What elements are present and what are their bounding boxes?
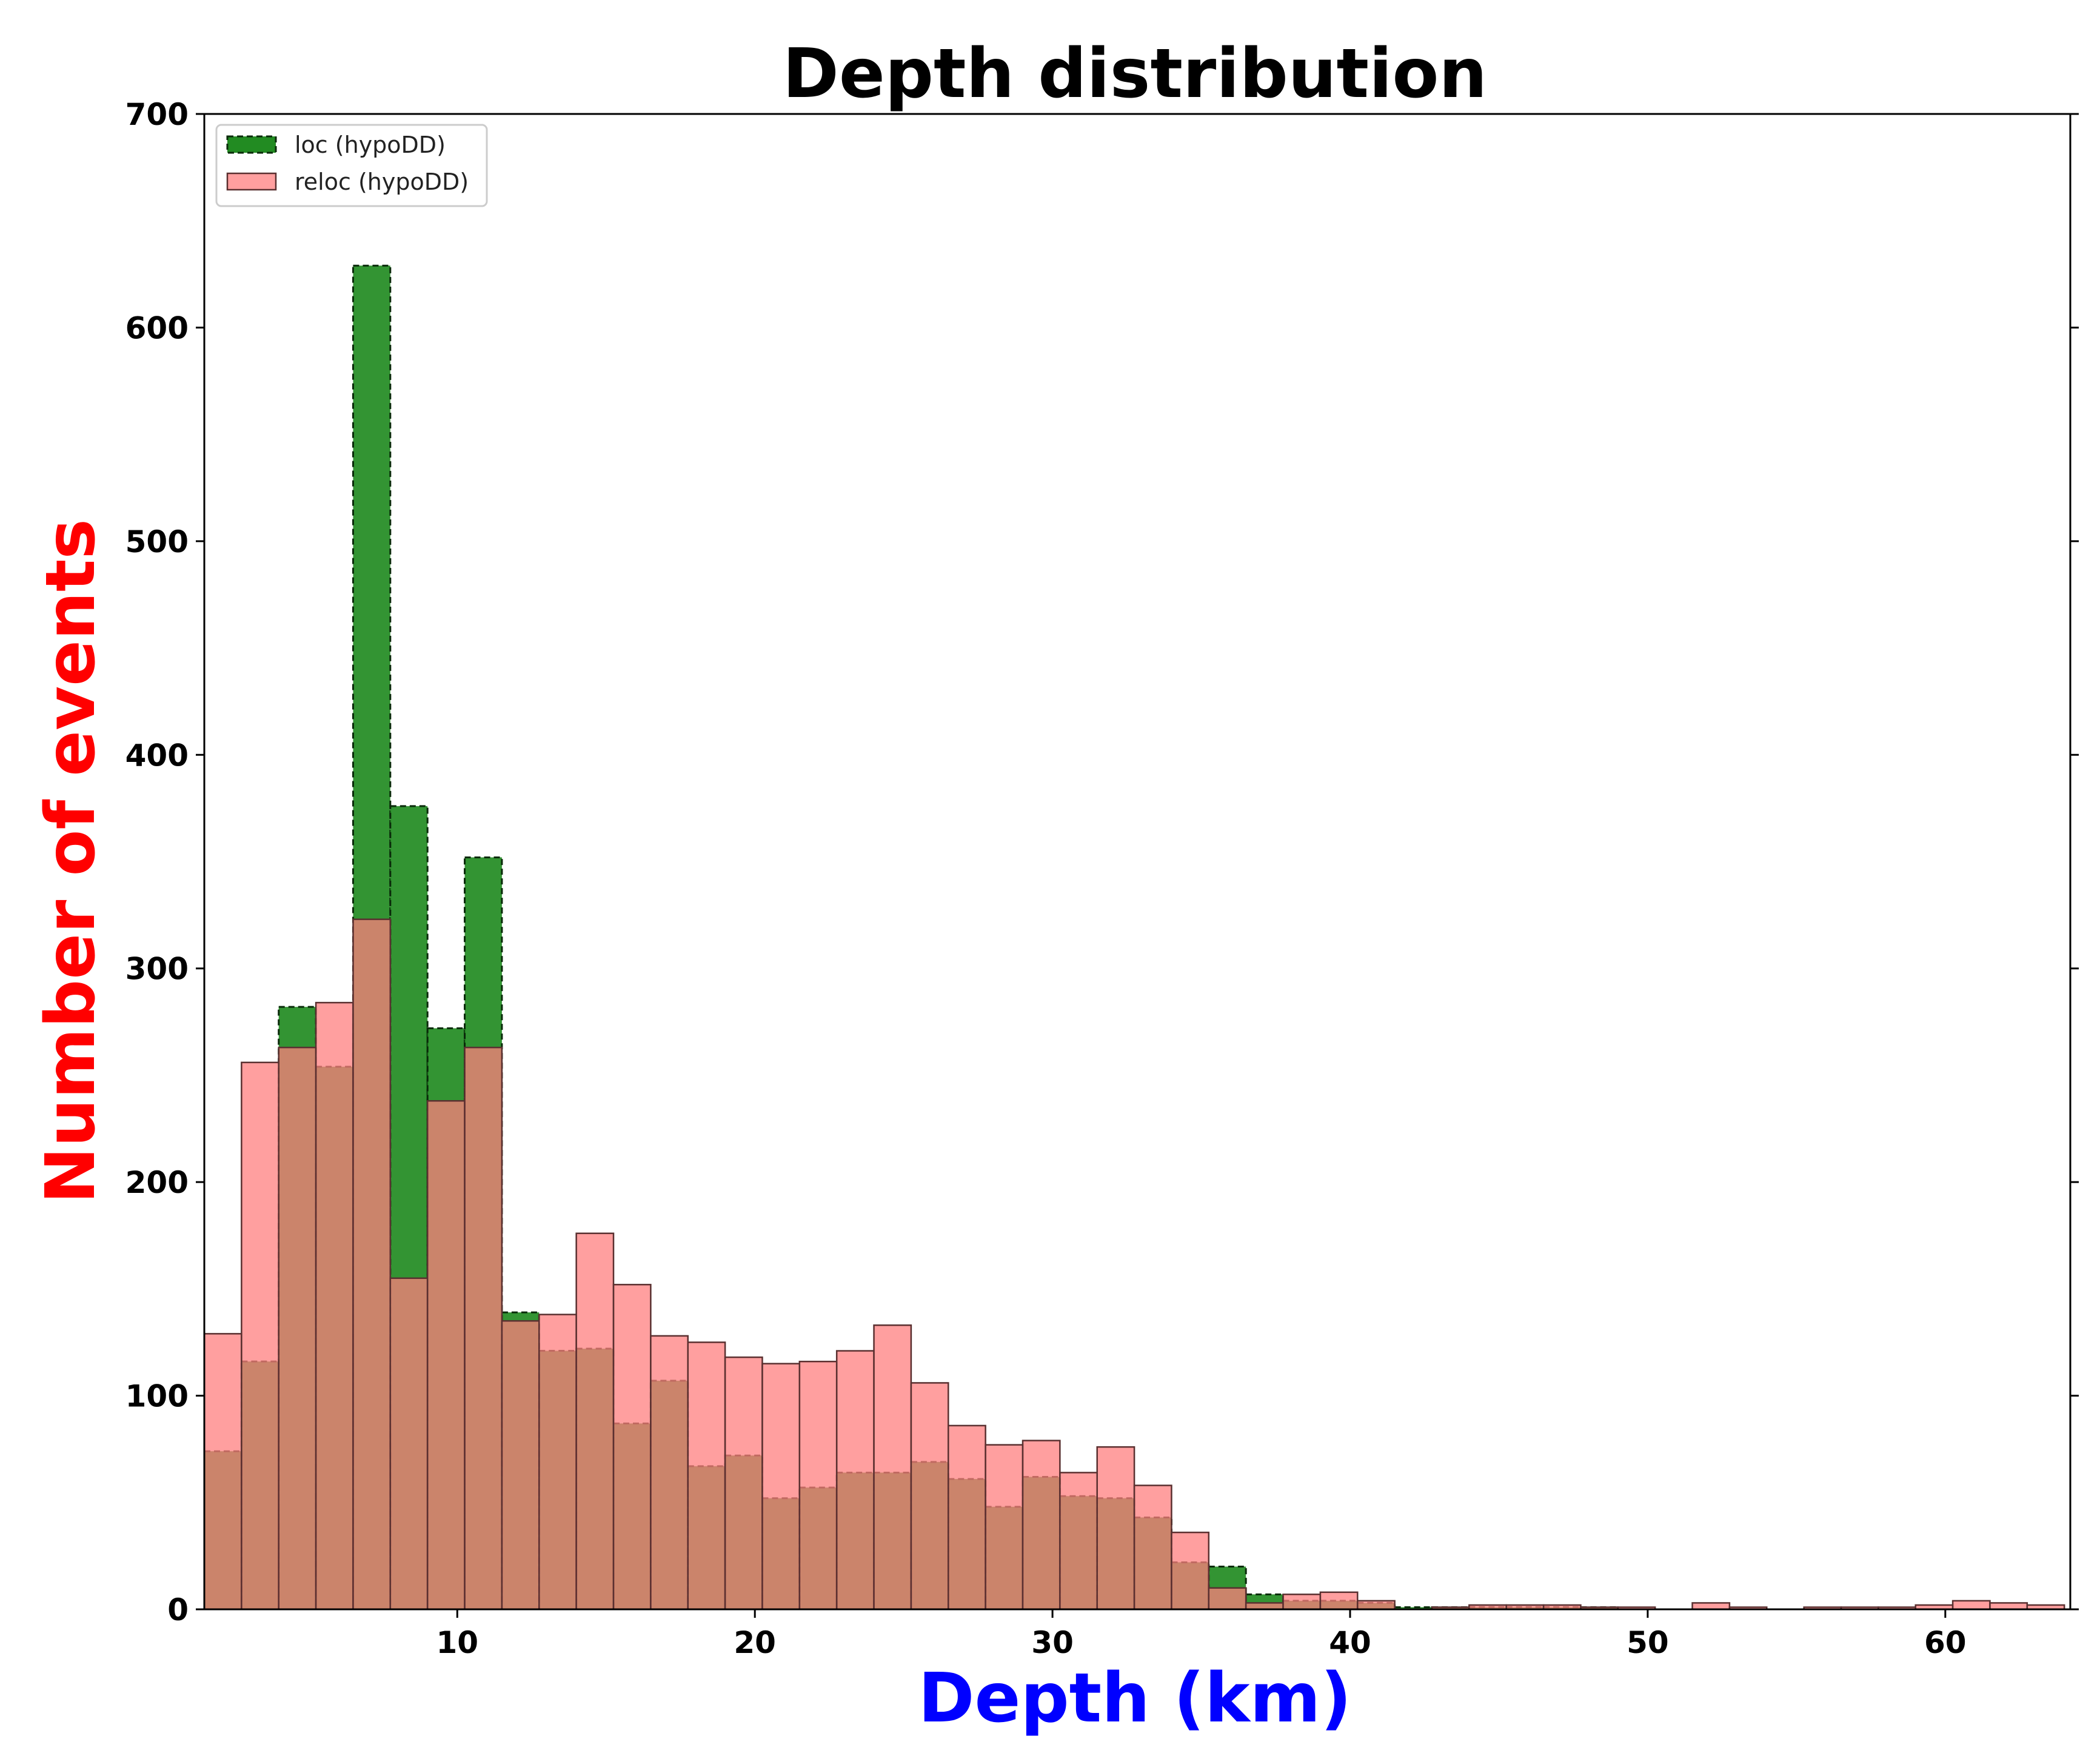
bar-reloc [1357, 1600, 1396, 1611]
x-axis-ticks: 10 20 30 40 50 60 [436, 1609, 1967, 1660]
y-tick-label: 300 [125, 952, 189, 987]
bar-reloc [1319, 1591, 1359, 1611]
bar-reloc [1951, 1600, 1991, 1611]
y-tick-label: 0 [167, 1592, 189, 1627]
chart-title: Depth distribution [783, 35, 1487, 113]
y-tick-label: 100 [125, 1379, 189, 1414]
x-tick-label: 50 [1627, 1625, 1669, 1660]
bar-reloc [1282, 1594, 1322, 1611]
x-tick-label: 40 [1329, 1625, 1371, 1660]
legend: loc (hypoDD) reloc (hypoDD) [215, 124, 488, 207]
bar-reloc [538, 1314, 577, 1611]
y-tick-label: 600 [125, 310, 189, 346]
x-axis-label: Depth (km) [918, 1659, 1352, 1738]
bar-reloc [352, 918, 392, 1611]
y-tick-label: 200 [125, 1165, 189, 1200]
bar-reloc [1022, 1440, 1061, 1611]
bar-reloc [835, 1350, 875, 1611]
bar-reloc [1208, 1587, 1247, 1611]
bar-reloc [464, 1046, 503, 1611]
plot-frame [203, 113, 2072, 1611]
bar-reloc [1691, 1602, 1731, 1611]
bar-reloc [724, 1356, 763, 1611]
bar-reloc [315, 1001, 354, 1611]
bar-reloc [687, 1341, 726, 1611]
y-tick-label: 700 [125, 97, 189, 132]
legend-swatch-reloc [226, 172, 277, 191]
bar-reloc [985, 1444, 1024, 1611]
x-tick-label: 30 [1031, 1625, 1074, 1660]
bar-reloc [1989, 1602, 2028, 1611]
x-tick-label: 20 [734, 1625, 776, 1660]
y-axis-label: Number of events [32, 519, 110, 1204]
legend-label-reloc: reloc (hypoDD) [295, 169, 469, 195]
bar-reloc [203, 1333, 242, 1611]
bar-reloc [389, 1277, 429, 1611]
y-tick-label: 500 [125, 524, 189, 559]
bar-reloc [1096, 1446, 1135, 1611]
bar-reloc [1245, 1602, 1284, 1611]
bar-reloc [910, 1382, 949, 1611]
bar-reloc [1171, 1531, 1210, 1611]
bar-reloc [426, 1100, 466, 1611]
bar-reloc [873, 1324, 912, 1611]
bar-reloc [1059, 1472, 1098, 1611]
bar-reloc [761, 1363, 801, 1611]
bar-reloc [575, 1232, 615, 1611]
bar-reloc [501, 1320, 540, 1611]
bar-reloc [650, 1335, 689, 1611]
y-tick-label: 400 [125, 738, 189, 773]
bar-reloc [278, 1046, 317, 1611]
bar-reloc [948, 1424, 986, 1611]
bar-reloc [241, 1061, 279, 1611]
legend-label-loc: loc (hypoDD) [295, 132, 446, 158]
bar-reloc [612, 1284, 652, 1611]
bar-reloc [1133, 1484, 1172, 1611]
series-reloc-bars [203, 918, 2065, 1611]
y-axis-ticks: 0 100 200 300 400 500 600 700 [125, 97, 2079, 1627]
x-tick-label: 10 [436, 1625, 478, 1660]
x-tick-label: 60 [1924, 1625, 1967, 1660]
legend-frame [215, 124, 488, 207]
bar-reloc [798, 1360, 838, 1611]
legend-swatch-loc [226, 135, 277, 154]
